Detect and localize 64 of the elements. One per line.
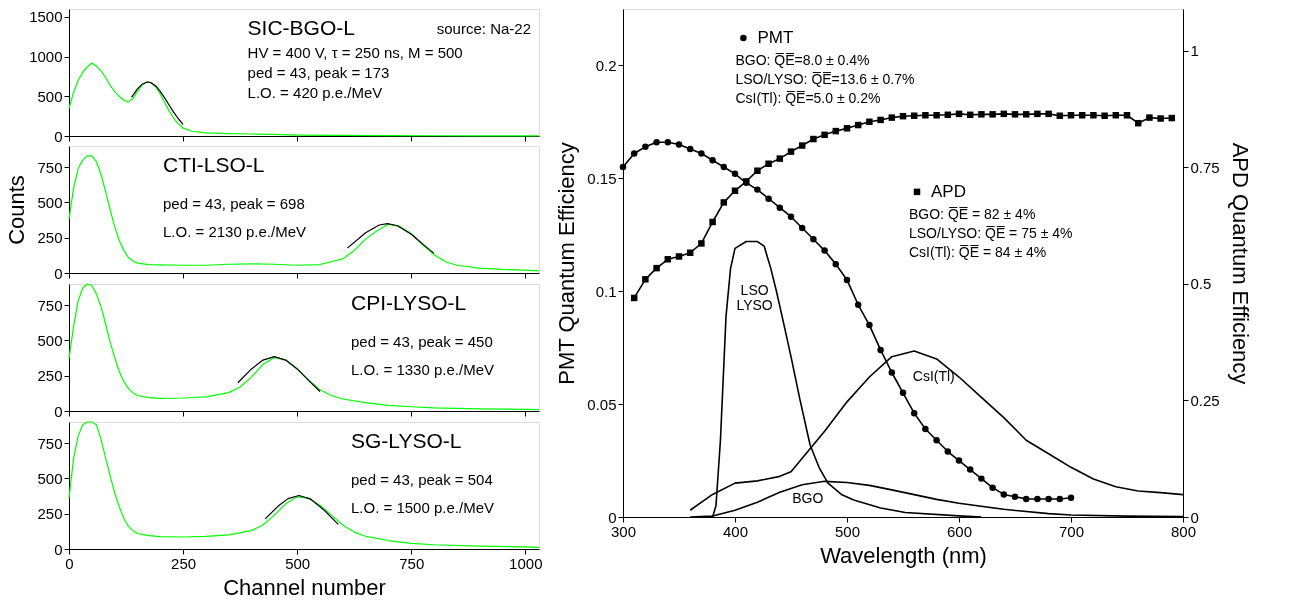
y-tick-label: 500 bbox=[37, 331, 63, 349]
y2-tick-label: 1 bbox=[1190, 42, 1199, 60]
y-tick-label: 0 bbox=[54, 540, 63, 558]
x-tick-label: 400 bbox=[722, 522, 749, 540]
annotation: LYSO bbox=[736, 297, 773, 314]
annotation: LSO/LYSO: Q̅E̅=13.6 ± 0.7% bbox=[735, 70, 915, 87]
y-axis-title: Counts bbox=[4, 175, 30, 245]
y2-tick-label: 0.75 bbox=[1190, 158, 1220, 176]
y-tick-label: 500 bbox=[37, 87, 63, 105]
x-tick-label: 750 bbox=[399, 554, 425, 572]
annotation: CsI(Tl): Q̅E̅ = 84 ± 4% bbox=[909, 243, 1047, 260]
annotation: L.O. = 2130 p.e./MeV bbox=[163, 223, 307, 240]
y-tick-label: 500 bbox=[37, 193, 63, 211]
annotation: CsI(Tl) bbox=[912, 368, 955, 385]
y-tick-label: 250 bbox=[37, 229, 63, 247]
annotation: CsI(Tl): Q̅E̅=5.0 ± 0.2% bbox=[735, 89, 881, 106]
y-tick-label: 0 bbox=[54, 402, 63, 420]
annotation: L.O. = 1330 p.e./MeV bbox=[351, 361, 495, 378]
annotation: LSO/LYSO: Q̅E̅ = 75 ± 4% bbox=[909, 224, 1073, 241]
annotation: LSO bbox=[740, 281, 769, 298]
annotation: ped = 43, peak = 173 bbox=[247, 64, 390, 81]
y-tick-label: 250 bbox=[37, 505, 63, 523]
chart-title: SIC-BGO-L bbox=[247, 16, 355, 39]
chart-title: CTI-LSO-L bbox=[163, 153, 265, 176]
text: source: Na-22 bbox=[436, 20, 531, 37]
chart-title: CPI-LYSO-L bbox=[351, 291, 467, 314]
legend-label: APD bbox=[931, 181, 966, 201]
x-tick-label: 0 bbox=[65, 554, 74, 572]
annotation: BGO: Q̅E̅=8.0 ± 0.4% bbox=[735, 51, 870, 68]
x-axis-title: Wavelength (nm) bbox=[820, 542, 987, 568]
y-tick-label: 250 bbox=[37, 367, 63, 385]
x-tick-label: 500 bbox=[285, 554, 311, 572]
y-axis-title: PMT Quantum Efficiency bbox=[554, 142, 580, 385]
x-tick-label: 250 bbox=[171, 554, 197, 572]
x-tick-label: 500 bbox=[834, 522, 861, 540]
y-tick-label: 0.05 bbox=[587, 395, 617, 413]
x-tick-label: 1000 bbox=[509, 554, 543, 572]
annotation: ped = 43, peak = 450 bbox=[351, 333, 493, 350]
y-tick-label: 1500 bbox=[29, 8, 63, 26]
y-tick-label: 1000 bbox=[29, 48, 63, 66]
y-tick-label: 750 bbox=[37, 158, 63, 176]
y-tick-label: 0.2 bbox=[595, 56, 617, 74]
y2-axis-title: APD Quantum Efficiency bbox=[1227, 142, 1253, 385]
y-tick-label: 750 bbox=[37, 296, 63, 314]
chart-title: SG-LYSO-L bbox=[351, 429, 462, 452]
annotation: HV = 400 V, τ = 250 ns, M = 500 bbox=[247, 44, 463, 61]
y-tick-label: 0 bbox=[54, 264, 63, 282]
x-tick-label: 600 bbox=[946, 522, 973, 540]
y-tick-label: 0 bbox=[54, 127, 63, 145]
annotation: BGO bbox=[792, 490, 824, 507]
annotation: BGO: Q̅E̅ = 82 ± 4% bbox=[909, 205, 1036, 222]
y2-tick-label: 0.5 bbox=[1190, 275, 1212, 293]
x-tick-label: 700 bbox=[1058, 522, 1085, 540]
y2-tick-label: 0.25 bbox=[1190, 391, 1220, 409]
y-tick-label: 750 bbox=[37, 434, 63, 452]
legend-label: PMT bbox=[757, 27, 794, 47]
annotation: L.O. = 1500 p.e./MeV bbox=[351, 499, 495, 516]
annotation: ped = 43, peak = 698 bbox=[163, 195, 305, 212]
annotation: ped = 43, peak = 504 bbox=[351, 471, 493, 488]
annotation: L.O. = 420 p.e./MeV bbox=[247, 84, 383, 101]
y-tick-label: 500 bbox=[37, 469, 63, 487]
y-tick-label: 0.1 bbox=[595, 282, 617, 300]
y-tick-label: 0.15 bbox=[587, 169, 617, 187]
x-axis-title: Channel number bbox=[223, 574, 386, 600]
